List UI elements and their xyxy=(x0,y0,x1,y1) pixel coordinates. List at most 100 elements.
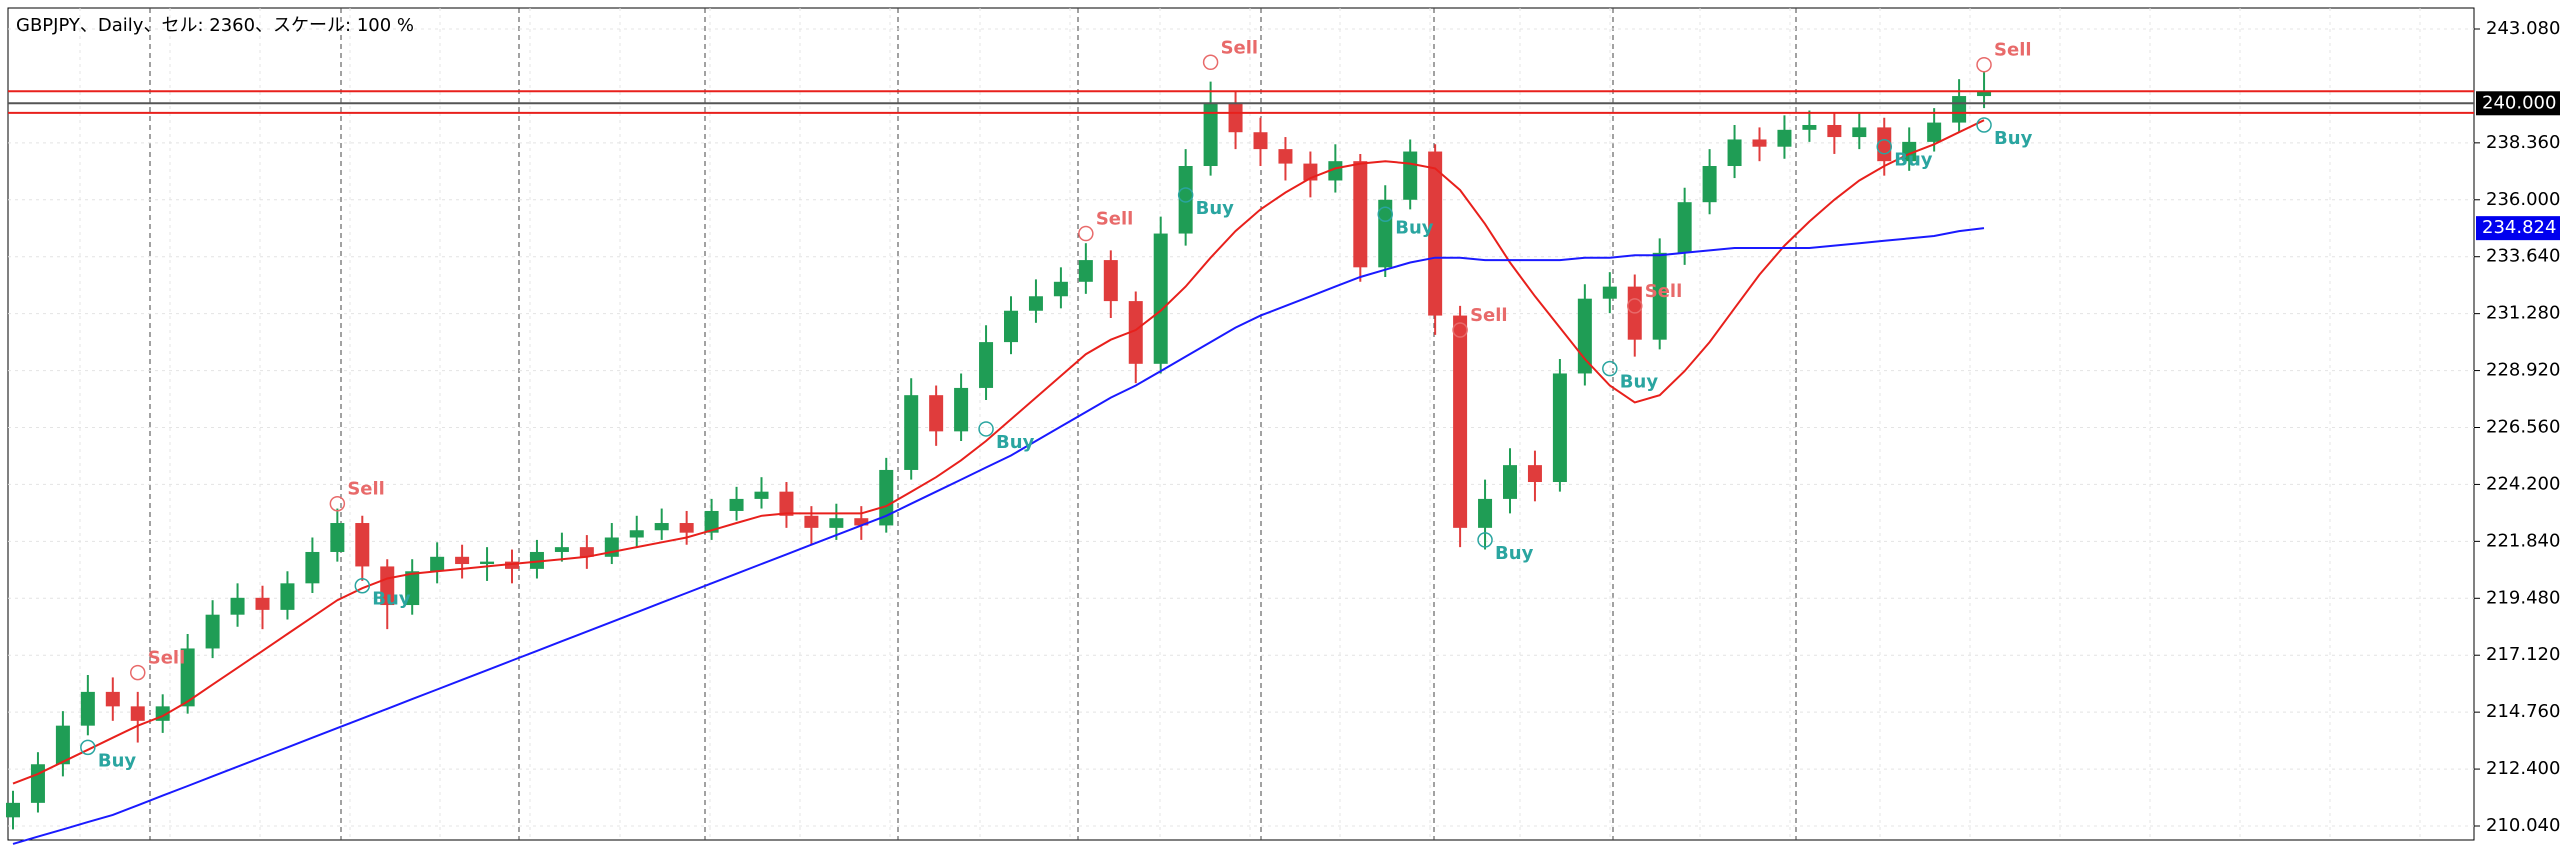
candle-body xyxy=(280,583,295,610)
marks: Buy Sell Sell Buy Buy Sell Sell Buy Buy Sell Buy Se… xyxy=(6,37,2033,845)
candle-body xyxy=(1053,281,1068,297)
candle-body xyxy=(1203,103,1218,167)
candle-body xyxy=(954,387,969,432)
candle-body xyxy=(1877,127,1892,162)
moving-average xyxy=(12,227,1985,845)
candle-body xyxy=(1677,202,1692,253)
signal-label: Buy xyxy=(372,589,411,610)
y-tick-label: 236.000 xyxy=(2486,189,2560,210)
signal-label: Buy xyxy=(1395,217,1434,238)
plot-frame xyxy=(7,7,2475,841)
candle-body xyxy=(729,498,744,511)
price-label-box xyxy=(2476,216,2560,241)
candle-body xyxy=(529,551,544,569)
signal-label: Sell xyxy=(1221,37,1259,58)
chart-title: GBPJPY、Daily、セル: 2360、スケール: 100 % xyxy=(16,15,414,36)
candle-body xyxy=(430,556,445,572)
candle-body xyxy=(779,491,794,516)
signal-marker xyxy=(354,577,371,594)
candle-body xyxy=(1802,124,1817,130)
candle-body xyxy=(629,530,644,538)
signal-label: Sell xyxy=(1645,281,1683,302)
candle-body xyxy=(1178,166,1193,234)
signal-label: Buy xyxy=(1894,150,1933,171)
candle-body xyxy=(979,342,994,388)
candle-body xyxy=(1952,96,1967,123)
candle-body xyxy=(1852,127,1867,138)
candle-body xyxy=(130,706,145,721)
candle-body xyxy=(505,561,519,569)
candle-body xyxy=(305,551,320,584)
candle-body xyxy=(1153,233,1168,364)
signal-marker xyxy=(1627,298,1643,314)
y-tick-label: 231.280 xyxy=(2486,303,2560,324)
y-tick-label: 214.760 xyxy=(2486,701,2560,722)
candle-body xyxy=(205,614,220,649)
signal-marker xyxy=(1177,187,1194,203)
candle-body xyxy=(1403,151,1418,200)
candle-body xyxy=(804,515,819,528)
signal-label: Sell xyxy=(1096,209,1134,230)
candle-body xyxy=(929,395,944,432)
candle-body xyxy=(1527,465,1542,483)
candle-body xyxy=(480,561,495,565)
candle-body xyxy=(879,469,894,526)
signal-label: Sell xyxy=(1470,305,1508,326)
signal-marker xyxy=(1976,56,1992,73)
signal-marker xyxy=(1876,138,1892,155)
candle-body xyxy=(654,523,669,531)
candle-body xyxy=(704,510,719,533)
candle-body xyxy=(579,547,594,557)
candle-body xyxy=(1577,298,1592,374)
price-label: 234.824 xyxy=(2482,217,2556,238)
candle-body xyxy=(1652,252,1667,340)
y-tick-label: 233.640 xyxy=(2486,246,2560,267)
signal-label: Sell xyxy=(1994,40,2032,61)
candle-body xyxy=(854,518,869,526)
price-label: 240.000 xyxy=(2482,92,2556,113)
signal-marker xyxy=(1377,206,1393,223)
candle-body xyxy=(1702,166,1717,203)
signal-label: Buy xyxy=(1495,543,1534,564)
y-tick-label: 210.040 xyxy=(2486,815,2560,836)
candle-body xyxy=(230,597,245,615)
candle-body xyxy=(80,691,95,726)
candle-body xyxy=(1253,132,1268,150)
signal-label: Buy xyxy=(1994,128,2033,149)
signal-marker xyxy=(329,495,346,512)
candle-body xyxy=(180,648,195,707)
signal-marker xyxy=(1602,360,1618,377)
candle-body xyxy=(1228,103,1243,133)
y-tick-label: 219.480 xyxy=(2486,587,2560,608)
candle-body xyxy=(1278,149,1293,164)
candle-body xyxy=(1328,161,1343,181)
candle-body xyxy=(904,395,919,470)
y-tick-label: 217.120 xyxy=(2486,644,2560,665)
signal-marker xyxy=(80,739,96,756)
signal-label: Sell xyxy=(347,479,385,500)
price-label-box xyxy=(2476,91,2560,116)
candle-body xyxy=(1503,465,1517,499)
candle-body xyxy=(1478,498,1493,528)
candle-body xyxy=(255,597,270,610)
candle-body xyxy=(679,523,694,533)
candle-body xyxy=(405,571,420,606)
candle-body xyxy=(1004,310,1018,343)
moving-average xyxy=(12,119,1985,785)
signal-marker xyxy=(1477,532,1493,548)
candle-body xyxy=(380,566,395,606)
candle-body xyxy=(1552,373,1567,483)
candle-body xyxy=(330,523,345,552)
candle-body xyxy=(105,691,120,707)
candle-body xyxy=(554,547,569,552)
signal-marker xyxy=(1976,117,1992,133)
candle-body xyxy=(355,523,370,567)
candle-body xyxy=(1078,260,1093,282)
candle-body xyxy=(1827,124,1842,138)
signal-marker xyxy=(1202,54,1219,71)
signal-label: Buy xyxy=(98,750,137,771)
candle-body xyxy=(1777,129,1792,147)
signal-label: Sell xyxy=(148,648,186,669)
